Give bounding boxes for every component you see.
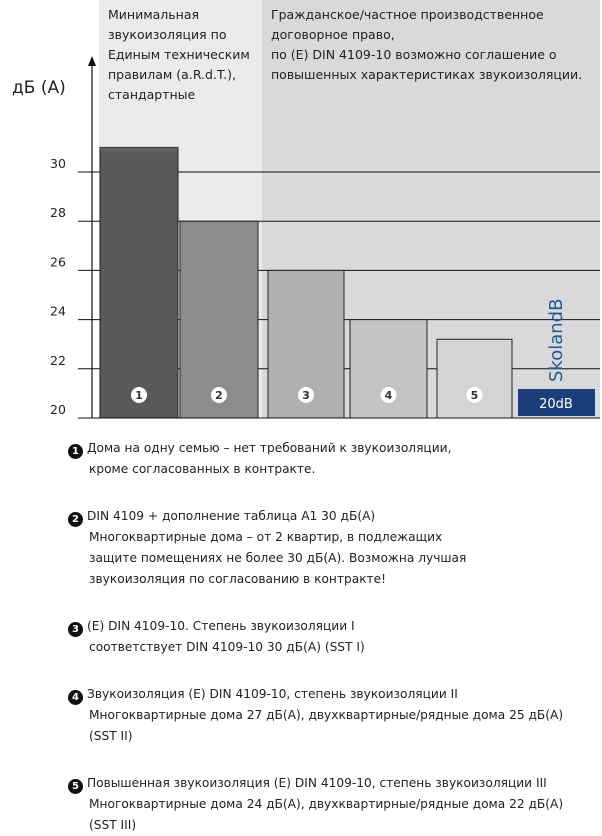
note-text: DIN 4109 + дополнение таблица A1 30 дБ(А…	[87, 509, 376, 523]
region-text-line: повышенных характеристиках звукоизоляции…	[271, 67, 582, 82]
note-text: Повышенная звукоизоляция (E) DIN 4109-10…	[87, 776, 547, 790]
note-line: звукоизоляция по согласованию в контракт…	[68, 569, 466, 590]
note-number-badge: 1	[68, 444, 83, 459]
region-text-1: Минимальная звукоизоляция по Единым технич…	[108, 7, 250, 102]
note-text: Многоквартирные дома 27 дБ(А), двухкварт…	[89, 708, 564, 722]
bar-marker-circle	[380, 387, 397, 403]
note-text: (E) DIN 4109-10. Степень звукоизоляции I	[87, 619, 355, 633]
note-line: 3 (E) DIN 4109-10. Степень звукоизоляции …	[68, 616, 365, 637]
note-line: 1 Дома на одну семью – нет требований к з…	[68, 438, 451, 459]
note-number-badge: 5	[68, 779, 83, 794]
note-line: Многоквартирные дома 24 дБ(А), двухкварт…	[68, 794, 563, 815]
note-line: защите помещениях не более 30 дБ(А). Воз…	[68, 548, 466, 569]
y-tick-label: 30	[50, 156, 66, 171]
note-text: (SST III)	[89, 818, 137, 832]
region-text-2: Гражданское/частное производственное дого…	[271, 7, 582, 82]
note-4: 4 Звукоизоляция (E) DIN 4109-10, степень …	[68, 684, 563, 747]
y-tick-label: 20	[50, 402, 66, 417]
bar-chart: Минимальная звукоизоляция по Единым технич…	[12, 0, 600, 419]
note-line: (SST III)	[68, 815, 563, 836]
note-text: Многоквартирные дома 24 дБ(А), двухкварт…	[89, 797, 564, 811]
region-text-line: правилам (a.R.d.T.),	[108, 67, 236, 82]
bar-4	[349, 319, 428, 419]
note-1: 1 Дома на одну семью – нет требований к з…	[68, 438, 451, 480]
brand-name: SkolandB	[546, 299, 567, 382]
note-line: соответствует DIN 4109-10 30 дБ(А) (SST …	[68, 637, 365, 658]
region-text-line: по (E) DIN 4109-10 возможно соглашение о	[271, 47, 557, 62]
chart-labels: Минимальная звукоизоляция по Единым технич…	[12, 7, 582, 417]
y-axis-arrow	[88, 56, 96, 66]
bar-marker-number: 2	[215, 389, 223, 402]
brand-badge-box	[518, 389, 595, 416]
region-text-line: звукоизоляция по	[108, 27, 226, 42]
axes	[86, 56, 600, 419]
note-2: 2 DIN 4109 + дополнение таблица A1 30 дБ(…	[68, 506, 466, 590]
y-tick-label: 26	[50, 254, 66, 269]
region-text-line: договорное право,	[271, 27, 395, 42]
bar-5	[436, 338, 513, 419]
y-tick-label: 28	[50, 205, 66, 220]
note-text: Звукоизоляция (E) DIN 4109-10, степень з…	[87, 687, 458, 701]
note-text: Многоквартирные дома – от 2 квартир, в п…	[89, 530, 443, 544]
y-tick-label: 22	[50, 353, 66, 368]
note-line: кроме согласованных в контракте.	[68, 459, 451, 480]
bars	[99, 88, 595, 419]
bar-2	[179, 220, 259, 419]
note-line: Многоквартирные дома 27 дБ(А), двухкварт…	[68, 705, 563, 726]
note-line: (SST II)	[68, 726, 563, 747]
note-5: 5 Повышенная звукоизоляция (E) DIN 4109-1…	[68, 773, 563, 836]
bar-marker-circle	[211, 387, 227, 403]
note-text: соответствует DIN 4109-10 30 дБ(А) (SST …	[89, 640, 365, 654]
bar-1	[99, 146, 179, 419]
bar-1-fade	[100, 88, 178, 154]
note-text: кроме согласованных в контракте.	[89, 462, 316, 476]
y-tick-label: 24	[50, 304, 66, 319]
note-line: 5 Повышенная звукоизоляция (E) DIN 4109-1…	[68, 773, 563, 794]
bar-marker-circle	[466, 387, 483, 403]
y-axis-label: дБ (А)	[12, 78, 66, 98]
note-number-badge: 2	[68, 512, 83, 527]
region-text-line: Единым техническим	[108, 47, 250, 62]
brand-badge-text: 20dB	[539, 397, 573, 412]
note-3: 3 (E) DIN 4109-10. Степень звукоизоляции …	[68, 616, 365, 658]
bar-marker-number: 5	[471, 389, 479, 402]
region-text-line: Минимальная	[108, 7, 199, 22]
region-text-line: стандартные	[108, 87, 196, 102]
note-line: 2 DIN 4109 + дополнение таблица A1 30 дБ(…	[68, 506, 466, 527]
region-text-line: Гражданское/частное производственное	[271, 7, 544, 22]
bar-marker-number: 3	[302, 389, 310, 402]
note-text: Дома на одну семью – нет требований к зв…	[87, 441, 452, 455]
bar-marker-number: 4	[385, 389, 393, 402]
note-line: 4 Звукоизоляция (E) DIN 4109-10, степень …	[68, 684, 563, 705]
bar-marker-circle	[298, 387, 314, 403]
note-line: Многоквартирные дома – от 2 квартир, в п…	[68, 527, 466, 548]
note-text: защите помещениях не более 30 дБ(А). Воз…	[89, 551, 467, 565]
note-number-badge: 4	[68, 690, 83, 705]
note-text: звукоизоляция по согласованию в контракт…	[89, 572, 387, 586]
bar-marker-number: 1	[135, 389, 143, 402]
note-number-badge: 3	[68, 622, 83, 637]
note-text: (SST II)	[89, 729, 133, 743]
bar-marker-circle	[131, 387, 147, 403]
